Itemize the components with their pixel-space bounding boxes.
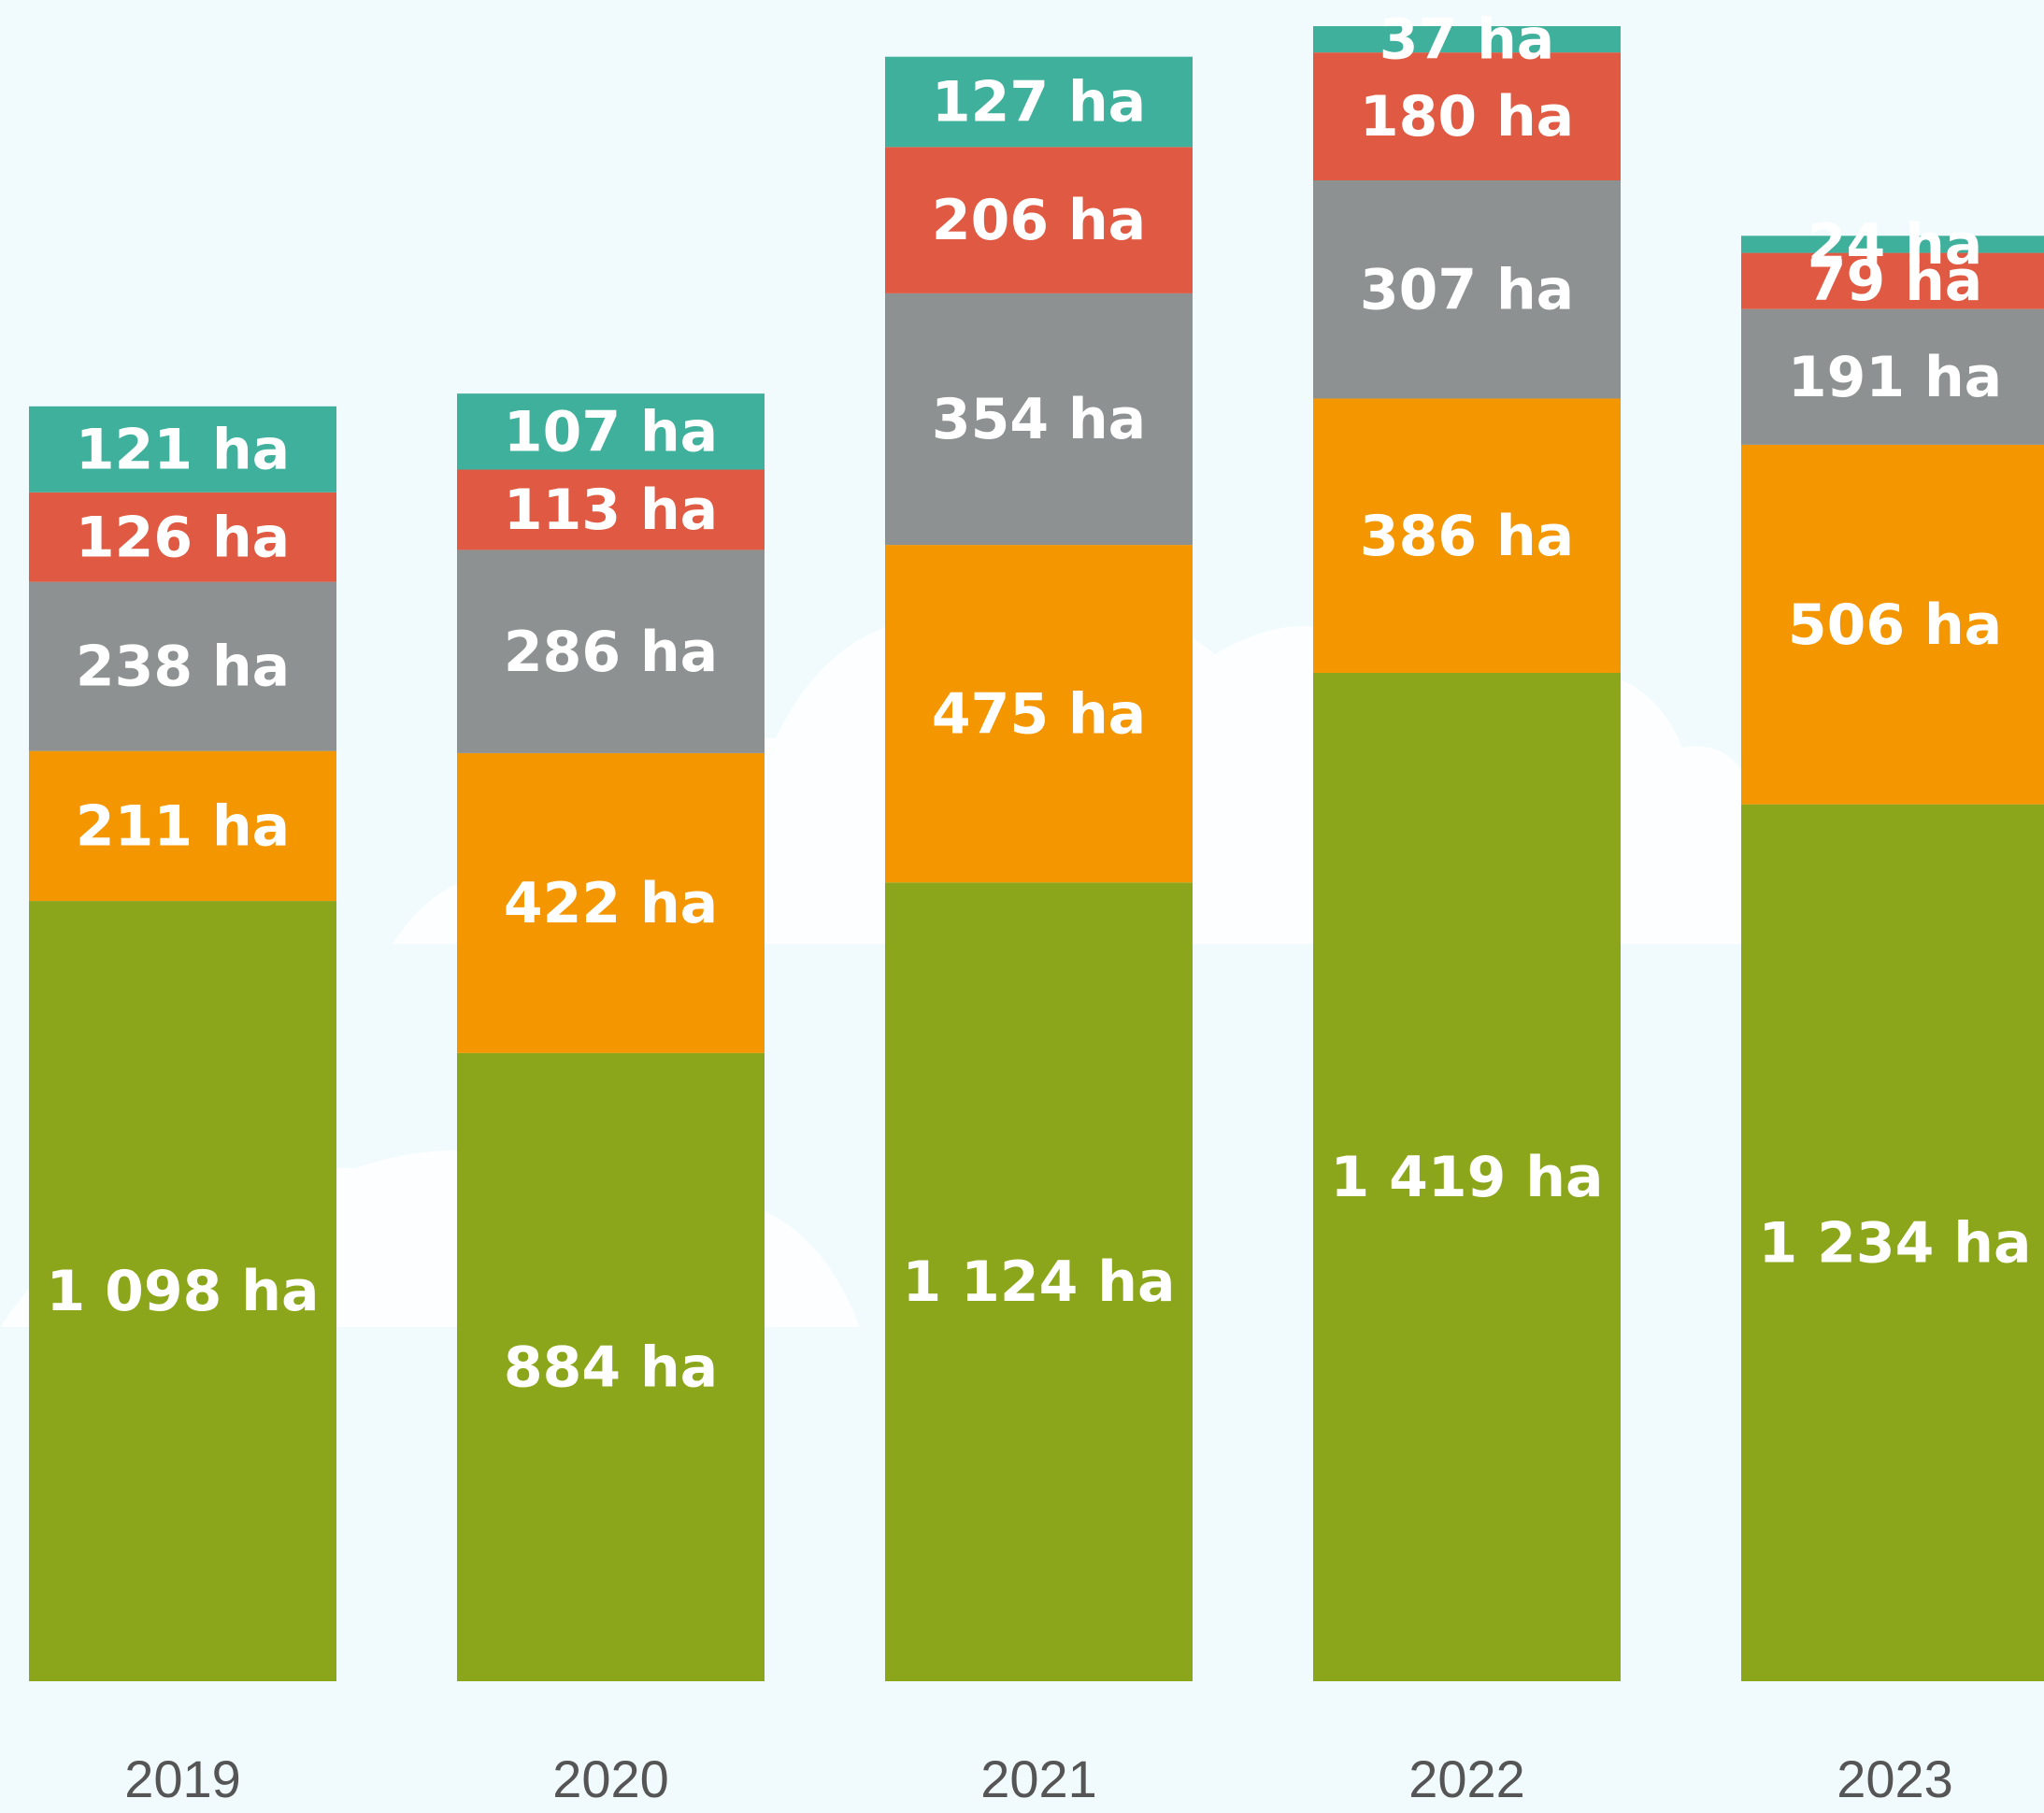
bar-segment (1741, 444, 2044, 805)
bar-segment (1313, 52, 1621, 181)
bar-segment (1741, 252, 2044, 309)
value-label: 286 ha (504, 620, 718, 685)
bar-segment (1741, 236, 2044, 253)
value-label: 238 ha (76, 635, 290, 700)
value-label: 191 ha (1788, 345, 2002, 410)
value-label: 1 124 ha (903, 1249, 1176, 1315)
bar-segment (1313, 180, 1621, 399)
bar-segment (457, 752, 765, 1053)
bar-segment (885, 56, 1193, 148)
value-label: 884 ha (504, 1335, 718, 1400)
value-label: 113 ha (504, 478, 718, 543)
bar-segment (885, 147, 1193, 293)
bar-segment (457, 1052, 765, 1681)
value-label: 127 ha (932, 70, 1146, 136)
bar-segment (29, 750, 336, 902)
value-label: 475 ha (932, 681, 1146, 747)
bar-segment (1313, 672, 1621, 1681)
plot-area: 1 098 ha 211 ha 238 ha 126 ha 121 ha 2019 884 … (29, 7, 2044, 1808)
bar-segment (1741, 308, 2044, 445)
value-label: 24 ha (1808, 212, 1983, 278)
bar-segment (29, 492, 336, 582)
value-label: 506 ha (1788, 592, 2002, 658)
bar-segment (1313, 398, 1621, 673)
value-label: 1 098 ha (47, 1259, 320, 1324)
bar-segment (885, 882, 1193, 1681)
value-label: 180 ha (1360, 84, 1574, 150)
bar-segment (457, 393, 765, 470)
value-label: 354 ha (932, 387, 1146, 452)
bar-segment (457, 469, 765, 550)
value-label: 1 234 ha (1759, 1210, 2032, 1276)
bar-segment (885, 293, 1193, 546)
bar-segment (457, 550, 765, 753)
x-tick-label: 2020 (552, 1749, 669, 1808)
value-label: 1 419 ha (1331, 1145, 1604, 1210)
value-label: 206 ha (932, 188, 1146, 253)
bar-segment (29, 901, 336, 1681)
x-tick-label: 2022 (1408, 1749, 1525, 1808)
bar-segment (885, 545, 1193, 883)
x-tick-label: 2019 (124, 1749, 241, 1808)
value-label: 211 ha (76, 793, 290, 859)
value-label: 307 ha (1360, 257, 1574, 322)
value-label: 107 ha (504, 399, 718, 464)
x-tick-label: 2021 (980, 1749, 1097, 1808)
x-tick-label: 2023 (1837, 1749, 1953, 1808)
bar-segment (1313, 26, 1621, 53)
value-label: 126 ha (76, 505, 290, 570)
value-label: 422 ha (504, 871, 718, 936)
bar-segment (29, 581, 336, 751)
value-label: 386 ha (1360, 504, 1574, 569)
bar-segment (29, 406, 336, 493)
bar-segment (1741, 804, 2044, 1681)
value-label: 79 ha (1808, 249, 1983, 314)
value-label: 37 ha (1379, 7, 1555, 73)
value-label: 121 ha (76, 417, 290, 482)
